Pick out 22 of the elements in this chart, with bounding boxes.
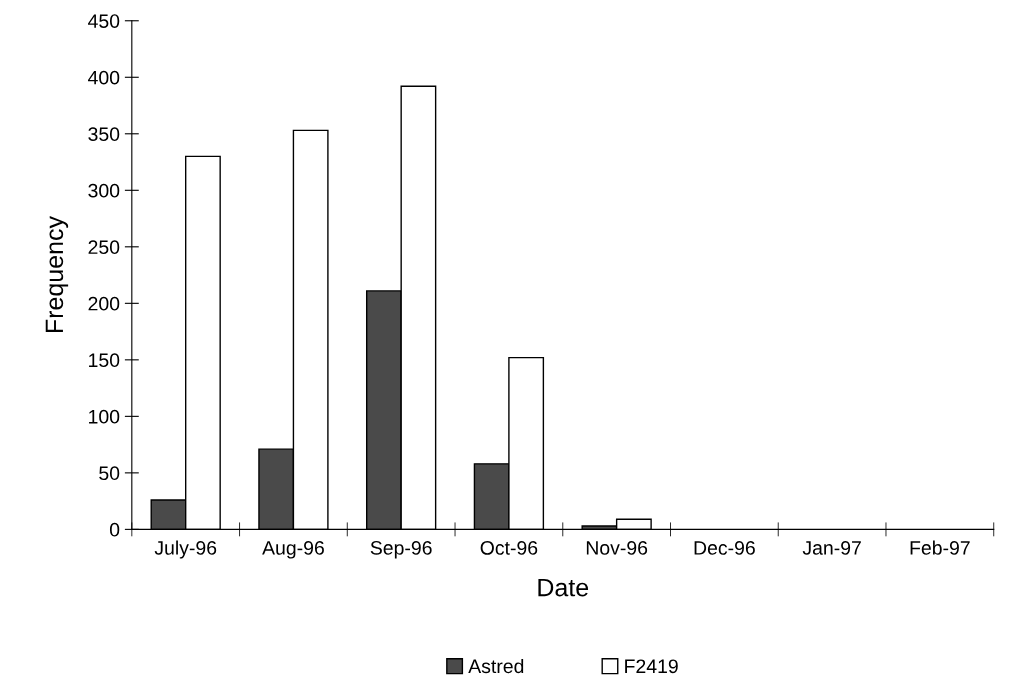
y-tick-label: 300 [88,183,120,198]
x-tick-label: Aug-96 [262,541,324,559]
x-tick-label: July-96 [154,540,217,559]
x-axis-title: Date [538,578,589,597]
y-tick-label: 100 [89,409,120,424]
x-tick-label: Sep-96 [370,541,432,559]
x-tick-label: Dec-96 [694,541,755,555]
x-tick-label: Feb-97 [910,540,970,555]
y-tick-label: 350 [88,127,120,142]
y-tick-label: 50 [99,466,120,481]
y-tick-label: 250 [88,240,120,255]
y-tick-label: 450 [88,14,120,28]
y-tick-label: 200 [88,296,120,311]
x-tick-label: Jan-97 [802,541,861,555]
x-tick-label: Nov-96 [586,541,648,555]
y-tick-label: 0 [109,522,120,537]
x-tick-label: Oct-96 [480,541,538,555]
y-tick-label: 400 [88,70,120,85]
y-tick-label: 150 [89,353,120,368]
legend-label: F2419 [625,659,678,674]
legend-label: Astred [468,658,524,674]
y-axis-title: Frequency [45,216,69,333]
